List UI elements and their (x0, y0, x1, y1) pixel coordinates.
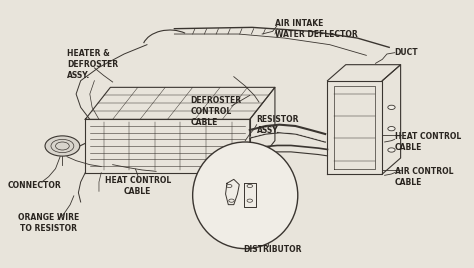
Circle shape (388, 148, 395, 152)
Text: HEAT CONTROL
CABLE: HEAT CONTROL CABLE (395, 132, 461, 152)
Text: DEFROSTER
CONTROL
CABLE: DEFROSTER CONTROL CABLE (191, 96, 241, 127)
Text: RESISTOR
ASSY.: RESISTOR ASSY. (256, 115, 299, 135)
Circle shape (388, 126, 395, 131)
Circle shape (45, 136, 80, 156)
Text: AIR CONTROL
CABLE: AIR CONTROL CABLE (395, 167, 453, 187)
Text: AIR INTAKE
WATER DEFLECTOR: AIR INTAKE WATER DEFLECTOR (275, 19, 358, 39)
Text: HEATER &
DEFROSTER
ASSY.: HEATER & DEFROSTER ASSY. (67, 49, 118, 80)
Text: CONNECTOR: CONNECTOR (8, 181, 62, 191)
Text: HEAT CONTROL
CABLE: HEAT CONTROL CABLE (105, 176, 171, 196)
Text: ORANGE WIRE
TO RESISTOR: ORANGE WIRE TO RESISTOR (18, 213, 79, 233)
Circle shape (388, 105, 395, 109)
Text: DUCT: DUCT (395, 48, 418, 57)
Text: DISTRIBUTOR: DISTRIBUTOR (243, 245, 302, 255)
Ellipse shape (192, 142, 298, 249)
